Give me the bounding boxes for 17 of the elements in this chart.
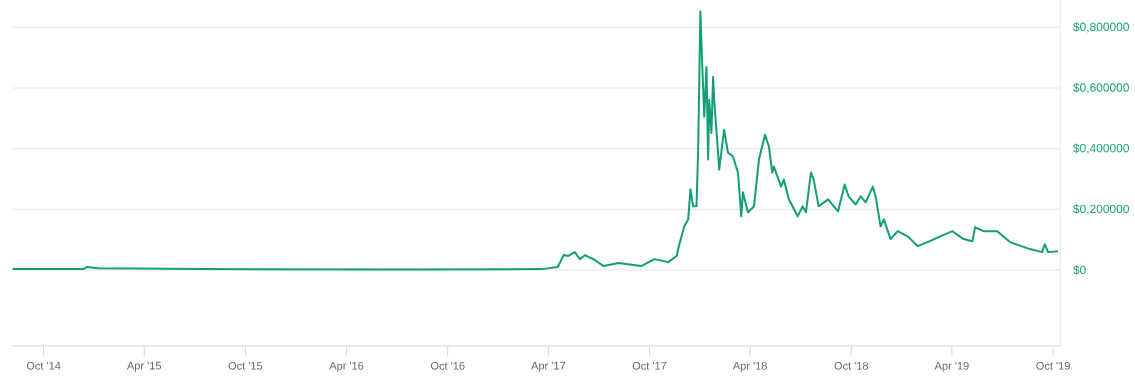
- x-tick-label: Apr '17: [531, 361, 566, 372]
- x-tick-label: Oct '16: [430, 361, 465, 370]
- x-tick-label: Oct '19: [1036, 361, 1070, 370]
- y-tick-label: $0,600000: [1073, 82, 1129, 94]
- y-tick-label: $0,800000: [1073, 22, 1129, 33]
- x-tick-label: Apr '19: [934, 361, 969, 372]
- x-tick-label: Oct '18: [834, 361, 869, 370]
- y-tick-label: $0,400000: [1073, 143, 1129, 154]
- line-series: [11, 10, 1060, 271]
- y-tick-label: $0: [1073, 265, 1086, 275]
- x-tick-label: Apr '16: [329, 361, 364, 372]
- x-tick-label: Oct '17: [632, 361, 667, 370]
- x-tick-label: Oct '15: [228, 361, 263, 370]
- y-tick-label: $0,200000: [1073, 204, 1129, 215]
- x-tick-label: Apr '18: [732, 361, 767, 372]
- x-tick-label: Oct '14: [26, 361, 61, 370]
- x-tick-label: Apr '15: [126, 361, 162, 372]
